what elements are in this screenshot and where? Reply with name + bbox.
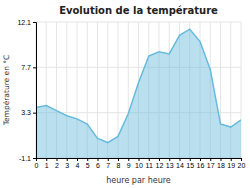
y-tick-mark — [33, 67, 36, 68]
line — [36, 29, 241, 142]
y-axis: -1.1 3.3 7.7 12.1 — [17, 19, 36, 162]
area — [36, 29, 241, 158]
grid — [36, 22, 241, 158]
x-tick: 2 — [55, 158, 59, 169]
x-tick-mark — [77, 158, 78, 161]
x-tick-mark — [57, 158, 58, 161]
x-tick-label: 20 — [238, 162, 246, 169]
x-tick-mark — [128, 158, 129, 161]
x-tick-label: 8 — [117, 162, 121, 169]
y-tick-label: 12.1 — [17, 19, 31, 26]
y-grid-line — [36, 22, 241, 23]
x-tick-mark — [231, 158, 232, 161]
x-tick-mark — [139, 158, 140, 161]
x-tick-mark — [108, 158, 109, 161]
x-tick: 13 — [166, 158, 174, 169]
x-tick: 20 — [238, 158, 246, 169]
x-axis-title: heure par heure — [106, 176, 171, 185]
x-tick-mark — [180, 158, 181, 161]
x-tick: 16 — [197, 158, 205, 169]
x-tick: 12 — [156, 158, 164, 169]
x-tick: 3 — [65, 158, 69, 169]
x-tick-mark — [159, 158, 160, 161]
x-tick: 0 — [35, 158, 39, 169]
y-tick-mark — [33, 158, 36, 159]
x-tick-mark — [190, 158, 191, 161]
y-axis-line — [33, 23, 37, 159]
x-tick-label: 7 — [106, 162, 110, 169]
x-tick: 11 — [146, 158, 153, 169]
chart: 01234567891011121314151617181920-1.13.37… — [0, 0, 250, 188]
y-tick: 7.7 — [21, 64, 36, 71]
marks — [36, 29, 241, 158]
x-tick-mark — [241, 158, 242, 161]
y-tick: 3.3 — [21, 109, 36, 116]
x-tick-label: 1 — [45, 162, 49, 169]
x-tick-label: 14 — [176, 162, 184, 169]
x-tick-label: 16 — [197, 162, 205, 169]
x-tick: 8 — [117, 158, 121, 169]
x-tick-label: 11 — [146, 162, 153, 169]
x-tick: 7 — [106, 158, 110, 169]
x-axis: 01234567891011121314151617181920 — [35, 158, 246, 169]
y-tick: 12.1 — [17, 19, 36, 26]
x-tick: 5 — [86, 158, 90, 169]
y-tick-label: 3.3 — [21, 109, 31, 116]
x-tick-mark — [87, 158, 88, 161]
x-tick: 9 — [127, 158, 131, 169]
x-tick-label: 19 — [227, 162, 235, 169]
x-tick-mark — [169, 158, 170, 161]
x-tick-label: 15 — [186, 162, 194, 169]
x-axis-line — [37, 159, 242, 162]
x-tick: 19 — [227, 158, 235, 169]
x-tick: 6 — [96, 158, 100, 169]
x-tick: 15 — [186, 158, 194, 169]
x-tick: 10 — [135, 158, 143, 169]
x-tick-label: 6 — [96, 162, 100, 169]
title: Evolution de la température — [59, 5, 218, 16]
x-tick: 1 — [45, 158, 49, 169]
y-tick-label: -1.1 — [19, 155, 31, 162]
x-tick: 18 — [217, 158, 225, 169]
y-tick-mark — [33, 22, 36, 23]
x-tick-label: 13 — [166, 162, 174, 169]
y-tick-mark — [33, 113, 36, 114]
x-tick: 14 — [176, 158, 184, 169]
x-tick-label: 4 — [76, 162, 80, 169]
x-tick-label: 0 — [35, 162, 39, 169]
plot: 01234567891011121314151617181920-1.13.37… — [17, 19, 245, 169]
y-tick-label: 7.7 — [21, 64, 31, 71]
x-tick-label: 18 — [217, 162, 225, 169]
x-tick-label: 9 — [127, 162, 131, 169]
x-tick-label: 12 — [156, 162, 164, 169]
x-tick-label: 5 — [86, 162, 90, 169]
x-tick: 17 — [207, 158, 215, 169]
x-tick-mark — [210, 158, 211, 161]
x-tick-mark — [149, 158, 150, 161]
x-tick-mark — [98, 158, 99, 161]
y-tick: -1.1 — [19, 155, 36, 162]
x-tick-mark — [46, 158, 47, 161]
x-tick: 4 — [76, 158, 80, 169]
x-tick-label: 2 — [55, 162, 59, 169]
x-tick-mark — [200, 158, 201, 161]
x-tick-label: 17 — [207, 162, 215, 169]
x-grid-line — [107, 22, 108, 158]
x-tick-label: 10 — [135, 162, 143, 169]
x-tick-mark — [67, 158, 68, 161]
x-tick-label: 3 — [65, 162, 69, 169]
y-axis-title: Température en °C — [2, 55, 11, 127]
x-tick-mark — [221, 158, 222, 161]
x-tick-mark — [118, 158, 119, 161]
